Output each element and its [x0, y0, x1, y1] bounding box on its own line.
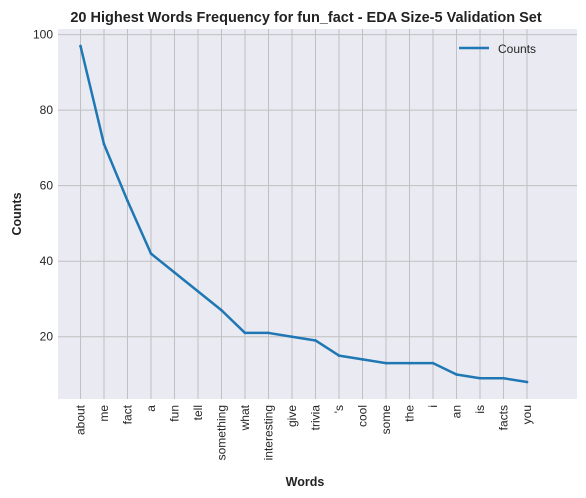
data-point [337, 354, 341, 357]
data-point [220, 308, 223, 312]
data-point [525, 380, 529, 384]
data-point [267, 331, 270, 335]
data-point [79, 44, 82, 48]
y-tick-label: 100 [33, 28, 53, 42]
data-point [478, 376, 482, 380]
x-tick-label: give [285, 405, 299, 427]
data-point [290, 335, 294, 339]
data-point [431, 361, 435, 365]
series-line [79, 44, 529, 384]
x-tick-label: you [520, 405, 534, 424]
data-point [384, 361, 388, 365]
x-tick-label: tell [191, 405, 205, 420]
x-tick-label: i [426, 405, 440, 408]
series-layer [79, 44, 529, 384]
data-point [361, 358, 364, 361]
data-point [173, 271, 176, 274]
x-tick-label: a [144, 405, 158, 412]
x-tick-label: trivia [309, 405, 323, 431]
y-tick-label: 20 [40, 330, 54, 344]
x-axis-ticks: about me fact a fun tell something what interest… [74, 404, 535, 460]
x-tick-label: cool [356, 405, 370, 427]
y-tick-label: 40 [40, 254, 54, 268]
y-tick-label: 60 [40, 179, 54, 193]
x-tick-label: is [473, 405, 487, 414]
legend: Counts [459, 42, 536, 56]
y-tick-label: 80 [40, 103, 54, 117]
x-tick-label: the [403, 405, 417, 422]
x-tick-label: 's [332, 405, 346, 413]
x-tick-label: about [74, 404, 88, 435]
x-tick-label: facts [497, 405, 511, 430]
y-axis-ticks: 20 40 60 80 100 [33, 28, 53, 344]
data-point [502, 376, 505, 380]
legend-label: Counts [498, 42, 536, 56]
x-axis-label: Words [286, 475, 325, 489]
data-point [102, 142, 106, 146]
chart-title: 20 Highest Words Frequency for fun_fact … [70, 10, 542, 26]
data-point [408, 361, 411, 365]
x-tick-label: fact [121, 404, 135, 424]
data-point [455, 373, 458, 376]
x-tick-label: an [450, 405, 464, 418]
x-tick-label: some [379, 405, 393, 435]
x-tick-label: what [238, 404, 252, 431]
data-point [126, 199, 129, 203]
plot-area [58, 29, 577, 399]
x-tick-label: me [97, 405, 111, 422]
x-tick-label: something [215, 405, 229, 460]
data-point [149, 252, 153, 255]
data-point [196, 290, 200, 293]
x-tick-label: fun [168, 405, 182, 422]
y-axis-label: Counts [10, 192, 24, 235]
data-point [243, 331, 247, 335]
grid-lines [58, 29, 577, 399]
x-tick-label: interesting [262, 405, 276, 460]
data-point [314, 339, 317, 342]
